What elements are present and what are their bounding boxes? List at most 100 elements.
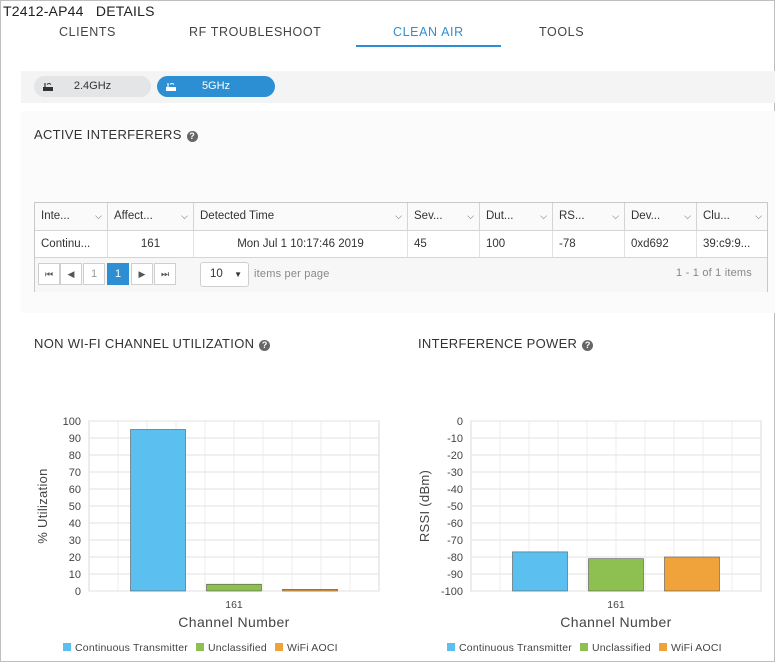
tab-tools[interactable]: TOOLS bbox=[539, 25, 585, 39]
interference-power-title: INTERFERENCE POWER bbox=[418, 336, 578, 351]
tab-clean-air[interactable]: CLEAN AIR bbox=[393, 25, 464, 39]
x-tick-label: 161 bbox=[607, 599, 625, 611]
items-per-page-select[interactable]: 10 ▼ bbox=[200, 262, 249, 287]
legend-label: WiFi AOCI bbox=[286, 642, 338, 654]
details-label: DETAILS bbox=[95, 3, 155, 19]
legend-item[interactable]: WiFi AOCI bbox=[274, 642, 338, 654]
active-interferers-heading: ACTIVE INTERFERERS? bbox=[34, 127, 198, 142]
legend-swatch bbox=[63, 643, 71, 651]
y-tick-label: -100 bbox=[441, 586, 463, 598]
legend-item[interactable]: Continuous Transmitter bbox=[63, 642, 188, 654]
legend-swatch bbox=[195, 643, 204, 651]
row-divider bbox=[35, 257, 767, 258]
y-tick-label: -80 bbox=[447, 552, 463, 564]
column-header-label: Clu... bbox=[703, 210, 730, 222]
access-point-icon bbox=[166, 83, 176, 91]
bar-unclassified[interactable] bbox=[206, 583, 262, 592]
column-header-label: Dut... bbox=[486, 210, 514, 222]
chevron-down-icon: ⌵ bbox=[755, 211, 762, 221]
legend-label: Continuous Transmitter bbox=[75, 642, 188, 654]
y-tick-label: 50 bbox=[69, 501, 81, 513]
y-tick-label: 80 bbox=[69, 450, 81, 462]
help-icon[interactable]: ? bbox=[259, 340, 271, 351]
column-header-severity[interactable]: Sev... ⌵ bbox=[408, 203, 480, 230]
y-tick-label: -30 bbox=[447, 467, 463, 479]
non-wifi-heading: NON WI-FI CHANNEL UTILIZATION? bbox=[34, 336, 271, 351]
last-page-icon[interactable]: ⏭ bbox=[154, 263, 176, 285]
table-cell: -78 bbox=[553, 231, 625, 257]
column-header-cluster[interactable]: Clu... ⌵ bbox=[697, 203, 767, 230]
legend-label: WiFi AOCI bbox=[670, 642, 722, 654]
bar-wifi-aoci[interactable] bbox=[664, 556, 720, 592]
legend-swatch bbox=[447, 643, 455, 651]
y-axis-label: RSSI (dBm) bbox=[417, 470, 432, 542]
table-cell: 161 bbox=[108, 231, 194, 257]
bar-continuous-transmitter[interactable] bbox=[130, 429, 186, 592]
access-point-icon bbox=[43, 83, 53, 91]
column-header-detected-time[interactable]: Detected Time ⌵ bbox=[194, 203, 408, 230]
next-page-icon[interactable]: ▶ bbox=[131, 263, 153, 285]
legend-item[interactable]: Unclassified bbox=[579, 642, 651, 654]
column-header-label: Affect... bbox=[114, 210, 153, 222]
legend-interference-power: Continuous Transmitter Unclassified WiFi A… bbox=[447, 642, 730, 656]
column-header-interferer[interactable]: Inte... ⌵ bbox=[35, 203, 108, 230]
help-icon[interactable]: ? bbox=[186, 131, 198, 142]
y-tick-label: 20 bbox=[69, 552, 81, 564]
chevron-down-icon: ⌵ bbox=[684, 211, 691, 221]
first-page-icon[interactable]: ⏮ bbox=[38, 263, 60, 285]
band-2-4ghz-button[interactable]: 2.4GHz bbox=[34, 76, 151, 97]
caret-down-icon: ▼ bbox=[234, 270, 242, 279]
table-cell: 45 bbox=[408, 231, 480, 257]
legend-swatch bbox=[274, 643, 283, 651]
active-interferers-title: ACTIVE INTERFERERS bbox=[34, 127, 182, 142]
non-wifi-utilization-chart: 0 10 20 30 40 50 60 70 80 90 100 161 Channel Number%… bbox=[35, 416, 380, 630]
table-cell: 39:c9:9... bbox=[703, 238, 751, 250]
legend-swatch bbox=[579, 643, 588, 651]
column-header-label: Dev... bbox=[631, 210, 661, 222]
column-header-affected[interactable]: Affect... ⌵ bbox=[108, 203, 194, 230]
active-tab-indicator bbox=[356, 45, 501, 47]
legend-label: Unclassified bbox=[591, 642, 651, 654]
y-tick-label: 60 bbox=[69, 484, 81, 496]
column-header-rssi[interactable]: RS... ⌵ bbox=[553, 203, 625, 230]
page-number-current[interactable]: 1 bbox=[107, 263, 129, 285]
prev-page-icon[interactable]: ◀ bbox=[60, 263, 82, 285]
tab-bar: CLIENTS RF TROUBLESHOOT CLEAN AIR TOOLS bbox=[1, 19, 775, 49]
band-5ghz-button[interactable]: 5GHz bbox=[157, 76, 275, 97]
page-number[interactable]: 1 bbox=[83, 263, 105, 285]
y-tick-label: -60 bbox=[447, 518, 463, 530]
band-5ghz-label: 5GHz bbox=[201, 80, 231, 92]
legend-item[interactable]: Continuous Transmitter bbox=[447, 642, 572, 654]
tab-rf-troubleshoot[interactable]: RF TROUBLESHOOT bbox=[189, 25, 322, 39]
legend-label: Continuous Transmitter bbox=[459, 642, 572, 654]
bar-unclassified[interactable] bbox=[588, 558, 644, 592]
tab-clients[interactable]: CLIENTS bbox=[59, 25, 116, 39]
table-cell: 0xd692 bbox=[625, 231, 697, 257]
legend-non-wifi: Continuous Transmitter Unclassified WiFi A… bbox=[63, 642, 346, 656]
bar-wifi-aoci[interactable] bbox=[282, 589, 338, 592]
column-header-label: Sev... bbox=[414, 210, 443, 222]
y-axis-label: % Utilization bbox=[35, 468, 50, 543]
y-tick-label: -20 bbox=[447, 450, 463, 462]
interference-power-heading: INTERFERENCE POWER? bbox=[418, 336, 594, 351]
help-icon[interactable]: ? bbox=[582, 340, 594, 351]
chevron-down-icon: ⌵ bbox=[540, 211, 547, 221]
column-header-label: RS... bbox=[559, 210, 585, 222]
y-tick-label: 30 bbox=[69, 535, 81, 547]
table-cell: Mon Jul 1 10:17:46 2019 bbox=[194, 231, 408, 257]
y-tick-label: -10 bbox=[447, 433, 463, 445]
legend-item[interactable]: WiFi AOCI bbox=[658, 642, 722, 654]
column-header-device[interactable]: Dev... ⌵ bbox=[625, 203, 697, 230]
chevron-down-icon: ⌵ bbox=[181, 211, 188, 221]
x-axis-label: Channel Number bbox=[560, 614, 671, 630]
bar-continuous-transmitter[interactable] bbox=[512, 551, 568, 592]
column-header-duty[interactable]: Dut... ⌵ bbox=[480, 203, 553, 230]
interference-power-chart: 0 -10 -20 -30 -40 -50 -60 -70 -80 -90 -100 161 Chann… bbox=[417, 416, 762, 630]
legend-item[interactable]: Unclassified bbox=[195, 642, 267, 654]
chevron-down-icon: ⌵ bbox=[612, 211, 619, 221]
y-tick-label: 100 bbox=[63, 416, 81, 428]
y-tick-label: -90 bbox=[447, 569, 463, 581]
legend-swatch bbox=[658, 643, 667, 651]
y-tick-label: 90 bbox=[69, 433, 81, 445]
